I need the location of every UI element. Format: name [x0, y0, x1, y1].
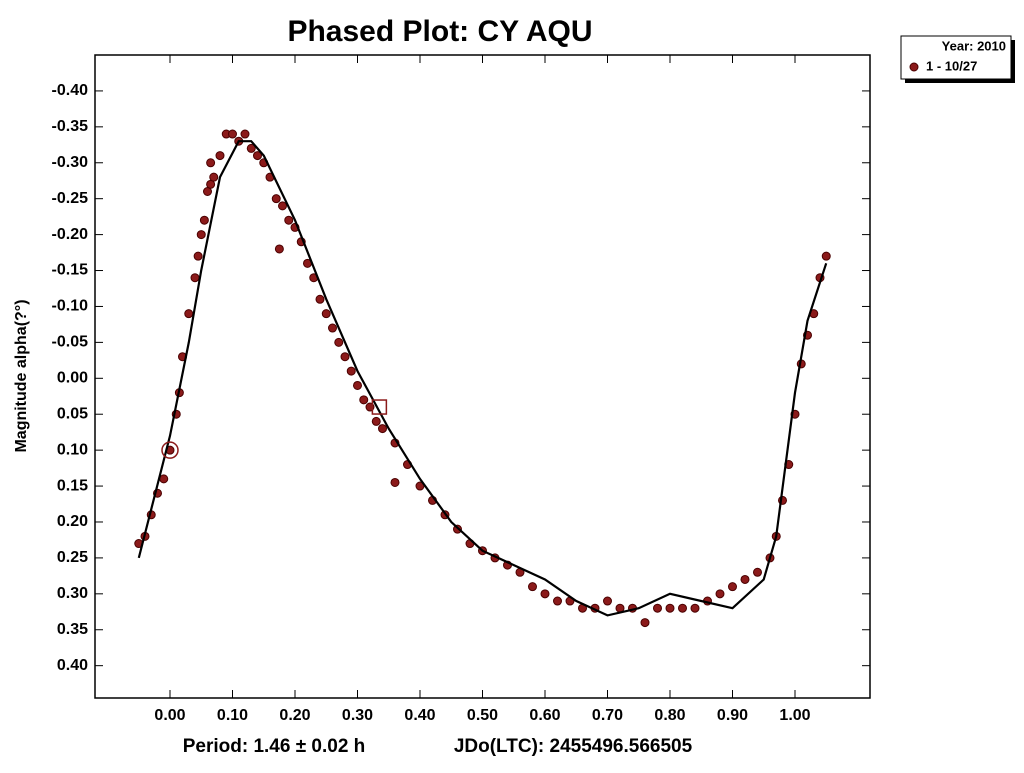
marker-circle	[161, 441, 179, 459]
data-point	[274, 244, 284, 254]
data-point	[184, 309, 194, 319]
y-tick-label: -0.10	[52, 298, 89, 315]
legend-title: Year: 2010	[942, 38, 1006, 53]
data-point	[321, 309, 331, 319]
y-tick-label: 0.30	[57, 585, 88, 602]
x-tick-label: 0.30	[342, 707, 373, 724]
x-tick-label: 0.80	[654, 707, 685, 724]
data-point	[199, 215, 209, 225]
data-point	[159, 474, 169, 484]
y-tick-label: 0.00	[57, 370, 88, 387]
data-point	[240, 129, 250, 139]
data-point	[353, 380, 362, 390]
data-point	[371, 416, 381, 426]
x-tick-label: 1.00	[779, 707, 810, 724]
data-point	[196, 230, 206, 240]
x-tick-label: 0.20	[279, 707, 310, 724]
y-tick-label: -0.30	[52, 154, 89, 171]
y-tick-label: 0.05	[57, 405, 88, 422]
data-point	[271, 194, 281, 204]
y-tick-label: 0.10	[57, 441, 88, 458]
data-point	[193, 251, 203, 261]
data-point	[253, 151, 262, 161]
data-point	[740, 574, 750, 584]
plot-frame	[94, 54, 871, 699]
data-point	[359, 395, 369, 405]
data-point	[206, 158, 216, 168]
y-tick-label: 0.15	[57, 477, 88, 494]
data-point	[334, 337, 344, 347]
data-point	[553, 596, 562, 606]
fit-curve	[137, 140, 828, 617]
data-point	[603, 596, 612, 606]
x-tick-label: 0.50	[467, 707, 498, 724]
y-tick-label: -0.40	[52, 82, 89, 99]
legend-marker	[909, 62, 919, 72]
chart-title: Phased Plot: CY AQU	[287, 15, 592, 48]
data-point	[690, 603, 700, 613]
data-point	[753, 567, 762, 577]
legend-label: 1 - 10/27	[926, 58, 977, 73]
data-point	[715, 589, 725, 599]
epoch-label: JDo(LTC): 2455496.566505	[454, 736, 693, 757]
data-point	[665, 603, 675, 613]
data-point	[278, 201, 287, 211]
data-point	[228, 129, 237, 139]
period-label: Period: 1.46 ± 0.02 h	[183, 736, 366, 757]
y-tick-label: 0.20	[57, 513, 88, 530]
marker-square	[371, 399, 388, 415]
y-tick-label: -0.20	[52, 226, 89, 243]
data-point	[653, 603, 662, 613]
data-point	[390, 477, 400, 487]
data-point	[821, 251, 831, 261]
data-point	[728, 582, 737, 592]
y-tick-label: -0.35	[52, 118, 89, 135]
data-point	[284, 215, 294, 225]
y-tick-label: 0.25	[57, 549, 88, 566]
data-point	[328, 323, 337, 333]
y-tick-label: -0.05	[52, 334, 89, 351]
data-point	[528, 582, 537, 592]
data-point	[340, 352, 350, 362]
data-point	[678, 603, 687, 613]
data-point	[540, 589, 550, 599]
x-tick-label: 0.10	[217, 707, 248, 724]
x-tick-label: 0.90	[717, 707, 748, 724]
x-tick-label: 0.70	[592, 707, 623, 724]
y-tick-label: 0.35	[57, 621, 88, 638]
x-tick-label: 0.40	[404, 707, 435, 724]
data-point	[209, 172, 219, 182]
x-tick-label: 0.60	[529, 707, 560, 724]
y-axis-label: Magnitude alpha(?°)	[13, 299, 30, 452]
y-tick-label: -0.15	[52, 262, 89, 279]
data-point	[315, 294, 325, 304]
y-tick-label: -0.25	[52, 190, 89, 207]
legend-box	[900, 35, 1012, 80]
data-point	[378, 424, 387, 434]
data-point	[246, 143, 256, 153]
data-point	[190, 273, 200, 283]
data-point	[640, 618, 650, 628]
y-tick-label: 0.40	[57, 657, 88, 674]
data-point	[215, 151, 225, 161]
data-point	[346, 366, 356, 376]
x-tick-label: 0.00	[154, 707, 185, 724]
